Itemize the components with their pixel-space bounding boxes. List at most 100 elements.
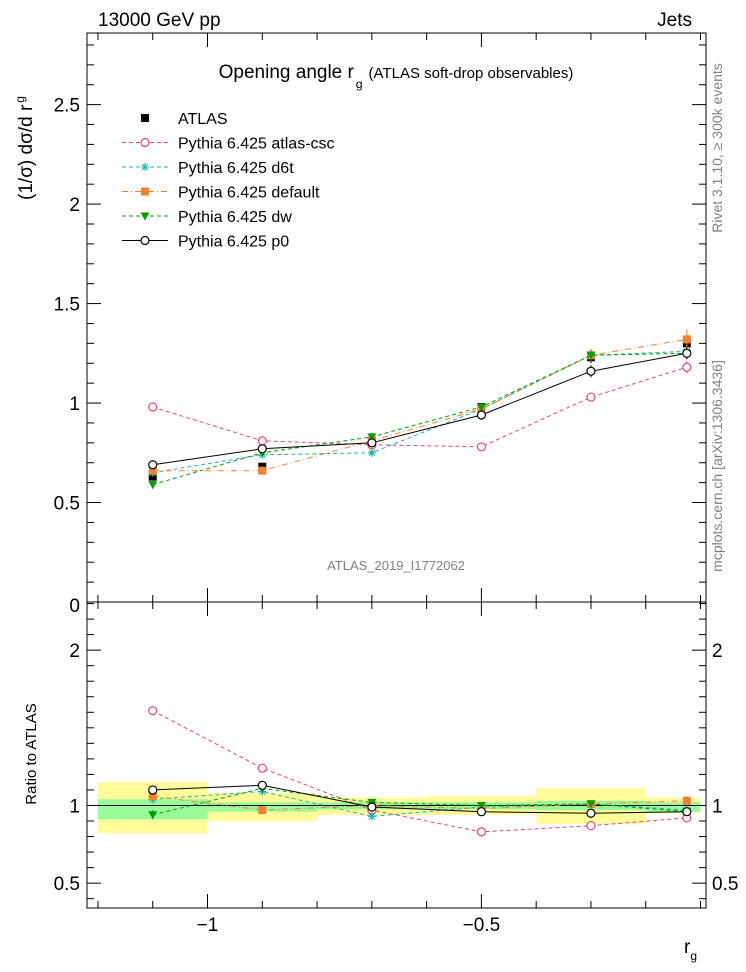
legend-marker bbox=[140, 137, 150, 148]
series-line bbox=[152, 710, 687, 833]
data-point bbox=[148, 792, 157, 801]
series-1 bbox=[148, 361, 692, 452]
data-point bbox=[257, 763, 267, 773]
header-left: 13000 GeV pp bbox=[98, 10, 221, 31]
legend-label: Pythia 6.425 d6t bbox=[178, 160, 294, 177]
legend-marker bbox=[141, 114, 149, 122]
series-line bbox=[152, 784, 687, 814]
legend-marker bbox=[140, 212, 150, 221]
chart-title: Opening angle rg(ATLAS soft-drop observa… bbox=[219, 62, 574, 91]
y-tick-label: 2 bbox=[69, 641, 80, 662]
series-line bbox=[152, 366, 687, 448]
data-point bbox=[586, 821, 596, 831]
y-tick-label: 0.5 bbox=[54, 494, 80, 515]
y-tick-label: 1 bbox=[69, 796, 80, 817]
data-point bbox=[367, 433, 377, 442]
legend-marker bbox=[141, 163, 149, 171]
y-tick-label: 2.5 bbox=[54, 96, 80, 117]
data-point bbox=[148, 402, 158, 412]
data-point bbox=[682, 807, 692, 817]
data-point bbox=[148, 785, 158, 795]
data-point bbox=[258, 806, 267, 815]
header-right: Jets bbox=[657, 10, 692, 31]
series-line bbox=[152, 338, 687, 472]
data-point bbox=[367, 438, 377, 448]
analysis-watermark: ATLAS_2019_I1772062 bbox=[327, 558, 465, 573]
data-point bbox=[586, 808, 596, 818]
data-point bbox=[148, 811, 158, 820]
data-point bbox=[148, 460, 158, 470]
y-tick-label-right: 0.5 bbox=[712, 874, 738, 895]
y-tick-label-zero: 0 bbox=[69, 596, 80, 617]
mcplots-label: mcplots.cern.ch [arXiv:1306.3436] bbox=[709, 360, 725, 572]
data-point bbox=[476, 827, 487, 837]
series-4 bbox=[148, 347, 692, 490]
data-point bbox=[148, 466, 157, 475]
y-tick-label: 1 bbox=[69, 394, 80, 415]
series-line bbox=[152, 352, 687, 486]
series-line bbox=[152, 352, 687, 466]
series-line bbox=[152, 787, 687, 816]
x-tick-label: −0.5 bbox=[463, 915, 501, 936]
x-tick-label: −1 bbox=[197, 915, 219, 936]
data-point bbox=[682, 348, 692, 358]
legend-item: Pythia 6.425 default bbox=[122, 185, 320, 202]
series-3 bbox=[148, 329, 691, 475]
legend-label: ATLAS bbox=[178, 111, 228, 128]
data-point bbox=[367, 802, 377, 812]
stat-uncertainty-band bbox=[97, 799, 208, 820]
y-tick-label-right: 2 bbox=[712, 641, 723, 662]
legend-label: Pythia 6.425 default bbox=[178, 185, 320, 202]
data-point bbox=[682, 335, 691, 344]
data-point bbox=[586, 366, 596, 376]
data-point bbox=[476, 807, 487, 817]
data-point bbox=[476, 403, 486, 412]
data-point bbox=[476, 801, 486, 810]
data-point bbox=[257, 780, 267, 790]
data-point bbox=[367, 448, 376, 457]
y-tick-label: 1.5 bbox=[54, 295, 80, 316]
legend-item: ATLAS bbox=[141, 111, 228, 128]
data-point bbox=[682, 362, 692, 372]
data-point bbox=[682, 796, 691, 805]
legend-marker bbox=[140, 235, 150, 246]
data-point bbox=[476, 442, 487, 452]
legend-item: Pythia 6.425 atlas-csc bbox=[122, 136, 335, 153]
y-tick-label: 2 bbox=[69, 195, 80, 216]
data-point bbox=[148, 706, 158, 716]
legend-label: Pythia 6.425 atlas-csc bbox=[178, 136, 335, 153]
data-point bbox=[148, 481, 158, 490]
data-point bbox=[258, 466, 267, 475]
series-line bbox=[152, 350, 687, 474]
lower-ylabel: Ratio to ATLAS bbox=[23, 703, 40, 804]
data-point bbox=[586, 351, 596, 360]
series-4 bbox=[148, 780, 692, 818]
rivet-label: Rivet 3.1.10, ≥ 300k events bbox=[709, 63, 725, 233]
lower-panel: 0.5 0.5 1 1 2 2 −1 −0.5 bbox=[54, 601, 738, 936]
data-point bbox=[257, 436, 267, 446]
data-point bbox=[586, 800, 596, 809]
series-0 bbox=[148, 335, 691, 481]
series-2 bbox=[148, 345, 691, 477]
y-tick-label-right: 1 bbox=[712, 796, 723, 817]
series-5 bbox=[148, 347, 692, 470]
stat-uncertainty-band bbox=[645, 802, 701, 812]
legend-item: Pythia 6.425 dw bbox=[122, 209, 292, 226]
upper-panel: 0.5 1 1.5 2 2.5 0 ATLAS Pythia 6.425 atlas-csc P… bbox=[54, 32, 707, 617]
legend-label: Pythia 6.425 dw bbox=[178, 209, 292, 226]
data-point bbox=[586, 392, 596, 402]
data-point bbox=[476, 410, 487, 420]
legend-item: Pythia 6.425 p0 bbox=[122, 234, 289, 251]
legend-marker bbox=[141, 187, 149, 196]
upper-ylabel: (1/σ) dσ/d rg bbox=[13, 96, 37, 200]
data-point bbox=[257, 444, 267, 454]
legend: ATLAS Pythia 6.425 atlas-csc Pythia 6.425 … bbox=[122, 111, 335, 251]
data-point bbox=[367, 812, 376, 821]
series-line bbox=[152, 795, 687, 811]
legend-item: Pythia 6.425 d6t bbox=[122, 160, 294, 177]
x-axis-label: rg bbox=[684, 937, 697, 963]
legend-label: Pythia 6.425 p0 bbox=[178, 234, 289, 251]
y-tick-label: 0.5 bbox=[54, 874, 80, 895]
plot-frame bbox=[86, 601, 707, 909]
